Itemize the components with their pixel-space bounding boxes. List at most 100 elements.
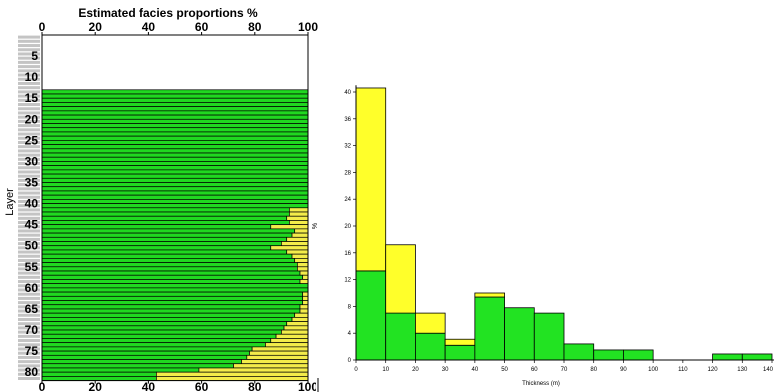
facies-bar-green	[41, 228, 296, 234]
facies-bar-yellow	[294, 312, 309, 318]
layer-index-stripe	[18, 250, 40, 254]
facies-bar-green	[41, 249, 288, 255]
layer-index-stripe	[18, 56, 40, 60]
histogram-axes: 0 4 8 12 16 20 24 28 32 36 40 0 10 20 30 40 50 60 70 80 90 10…	[344, 85, 774, 373]
layer-index-stripe	[18, 372, 40, 376]
histogram-x-axis-title: Thickness (m)	[522, 381, 560, 387]
layer-index-stripe	[18, 376, 40, 380]
layer-index-stripe	[18, 107, 40, 111]
facies-bar-green	[41, 182, 309, 188]
facies-bar-yellow	[156, 371, 309, 377]
facies-bar-yellow	[291, 232, 309, 238]
layer-index-stripe	[18, 111, 40, 115]
facies-bar-green	[41, 274, 304, 280]
facies-bar-green	[41, 283, 309, 289]
layer-tick-label: 75	[25, 344, 39, 358]
facies-bar-green	[41, 236, 288, 242]
layer-index-stripe	[18, 140, 40, 144]
facies-bar-yellow	[270, 245, 309, 251]
layer-index-stripe	[18, 246, 40, 250]
facies-bar-green	[41, 321, 288, 327]
histogram-y-axis-title: %	[312, 223, 319, 229]
histogram-bar-yellow	[385, 244, 416, 314]
layer-index-stripe	[18, 60, 40, 64]
layer-index-stripe	[18, 212, 40, 216]
chart-title: Estimated facies proportions %	[78, 6, 258, 20]
layer-index-stripe	[18, 242, 40, 246]
facies-bar-green	[41, 232, 293, 238]
layer-index-stripe	[18, 98, 40, 102]
bottom-x-tick-label: 100	[298, 380, 318, 392]
x-tick-label: 120	[708, 367, 719, 373]
layer-index-stripe	[18, 81, 40, 85]
top-x-tick-label: 0	[39, 20, 46, 34]
facies-bar-green	[41, 114, 309, 120]
facies-bar-yellow	[156, 376, 309, 381]
layer-index-stripe	[18, 77, 40, 81]
facies-bar-green	[41, 131, 309, 137]
layer-index-stripe	[18, 69, 40, 73]
histogram-bar-yellow	[474, 292, 505, 298]
layer-index-stripe	[18, 301, 40, 305]
layer-index-stripe	[18, 153, 40, 157]
layer-index-stripe	[18, 162, 40, 166]
facies-bar-green	[41, 342, 266, 348]
layer-index-stripe	[18, 48, 40, 52]
layer-index-stripe	[18, 216, 40, 220]
layer-tick-label: 80	[25, 365, 39, 379]
facies-bar-green	[41, 266, 298, 272]
top-x-axis: 0 20 40 60 80 100	[39, 20, 318, 35]
x-tick-label: 0	[354, 367, 358, 373]
layer-tick-label: 70	[25, 323, 39, 337]
facies-bar-yellow	[299, 279, 309, 285]
x-tick-label: 40	[472, 367, 479, 373]
facies-bar-yellow	[286, 321, 309, 327]
facies-bar-green	[41, 177, 309, 183]
top-x-tick-label: 20	[89, 20, 103, 34]
facies-bar-yellow	[270, 338, 309, 344]
y-tick-label: 12	[344, 278, 351, 284]
layer-index-stripe	[18, 309, 40, 313]
facies-bar-green	[41, 102, 309, 107]
x-tick-label: 130	[737, 367, 748, 373]
layer-tick-label: 10	[25, 70, 39, 84]
facies-bar-yellow	[297, 266, 309, 272]
layer-index-stripe	[18, 263, 40, 267]
layer-tick-label: 20	[25, 112, 39, 126]
layer-index-stripe	[18, 136, 40, 140]
facies-bar-green	[41, 270, 301, 276]
facies-bar-green	[41, 346, 253, 352]
facies-bar-yellow	[302, 274, 309, 280]
y-axis-title: Layer	[4, 188, 16, 216]
layer-index-stripe	[18, 343, 40, 347]
layer-index-stripe	[18, 174, 40, 178]
facies-bar-yellow	[286, 215, 309, 221]
layer-index-stripe	[18, 115, 40, 119]
top-x-tick-label: 100	[298, 20, 318, 34]
facies-bar-yellow	[283, 325, 309, 331]
facies-bar-green	[41, 329, 282, 335]
histogram-bar-green	[593, 349, 624, 361]
histogram-bar-green	[355, 270, 387, 361]
facies-bar-green	[41, 144, 309, 150]
layer-index-stripe	[18, 368, 40, 372]
facies-bar-yellow	[302, 300, 309, 306]
facies-bar-green	[41, 186, 309, 192]
layer-index-stripe	[18, 128, 40, 132]
plot-frame	[41, 34, 309, 382]
facies-bar-green	[41, 291, 304, 297]
layer-index-stripe	[18, 334, 40, 338]
layer-index-stripe	[18, 149, 40, 153]
facies-bar-green	[41, 338, 272, 344]
top-x-tick-label: 80	[248, 20, 262, 34]
layer-tick-label: 50	[25, 239, 39, 253]
x-tick-label: 30	[442, 367, 449, 373]
facies-bar-green	[41, 354, 248, 360]
layer-index-stripe	[18, 275, 40, 279]
layer-index-stripe	[18, 351, 40, 355]
y-tick-label: 20	[344, 224, 351, 230]
layer-index-stripe	[18, 44, 40, 48]
y-tick-label: 0	[348, 358, 352, 364]
facies-bar-yellow	[246, 354, 309, 360]
